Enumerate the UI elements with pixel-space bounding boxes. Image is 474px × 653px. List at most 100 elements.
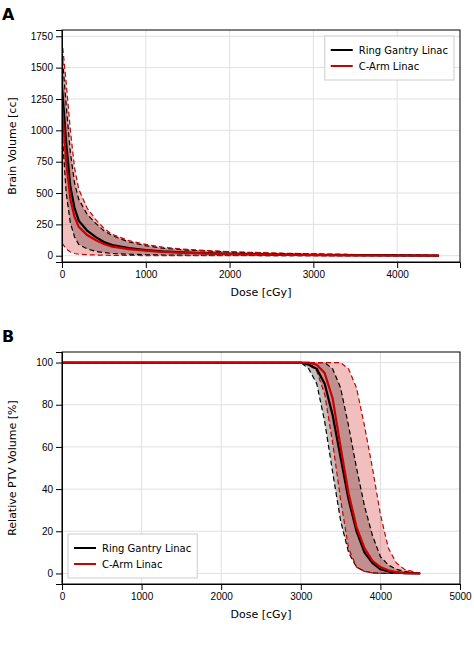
tick-mark bbox=[56, 573, 62, 574]
tick: 2000 bbox=[219, 262, 242, 280]
tick-mark bbox=[56, 68, 62, 69]
tick-label: 40 bbox=[42, 484, 54, 495]
grid-line-x bbox=[145, 30, 146, 262]
y-axis-title: Brain Volume [cc] bbox=[6, 97, 19, 194]
tick-mark bbox=[460, 584, 461, 590]
tick-mark bbox=[56, 224, 62, 225]
tick-label: 500 bbox=[36, 188, 53, 199]
tick-mark bbox=[230, 262, 231, 268]
tick-label: 4000 bbox=[370, 591, 393, 602]
tick-label: 80 bbox=[42, 399, 54, 410]
grid-line-y bbox=[62, 404, 460, 405]
tick-label: 0 bbox=[47, 250, 53, 261]
legend: Ring Gantry Linac C-Arm Linac bbox=[68, 534, 197, 578]
tick: 4000 bbox=[370, 584, 393, 602]
tick-mark bbox=[380, 584, 381, 590]
tick-mark bbox=[56, 363, 62, 364]
grid-line-x bbox=[300, 352, 301, 584]
chart-root: 0100020003000400002505007501000125015001… bbox=[0, 0, 474, 653]
legend-swatch bbox=[331, 65, 353, 67]
tick-label: 1000 bbox=[135, 269, 158, 280]
tick-label: 1750 bbox=[31, 31, 54, 42]
tick: 0 bbox=[60, 584, 66, 602]
y-axis-title: Relative PTV Volume [%] bbox=[6, 400, 19, 536]
legend-swatch bbox=[74, 563, 96, 565]
legend-box bbox=[68, 534, 197, 578]
bound-line bbox=[62, 363, 420, 574]
tick-mark bbox=[397, 262, 398, 268]
tick: 1000 bbox=[131, 584, 154, 602]
tick-label: 100 bbox=[36, 357, 53, 368]
plot-area bbox=[62, 363, 420, 574]
legend-label: Ring Gantry Linac bbox=[102, 543, 191, 554]
tick: 3000 bbox=[290, 584, 313, 602]
axis-domain bbox=[63, 263, 461, 269]
grid-line-y bbox=[62, 531, 460, 532]
tick-label: 5000 bbox=[449, 591, 472, 602]
x-axis-title: Dose [cGy] bbox=[231, 286, 292, 299]
tick: 1000 bbox=[135, 262, 158, 280]
grid bbox=[62, 352, 460, 584]
band bbox=[62, 53, 439, 256]
plot-frame bbox=[62, 30, 460, 262]
panel: 0100020003000400002505007501000125015001… bbox=[2, 5, 461, 299]
tick: 1500 bbox=[31, 62, 62, 73]
legend-label: Ring Gantry Linac bbox=[359, 45, 448, 56]
tick-label: 0 bbox=[60, 591, 66, 602]
tick: 100 bbox=[36, 357, 62, 368]
mean-line bbox=[62, 363, 420, 574]
tick: 1250 bbox=[31, 94, 62, 105]
panel-title: A bbox=[2, 5, 15, 24]
grid-line-x bbox=[229, 30, 230, 262]
grid-line-y bbox=[62, 224, 460, 225]
legend-box bbox=[325, 36, 454, 80]
y-axis: 0 20 40 60 80 100 bbox=[36, 353, 62, 585]
tick-label: 3000 bbox=[290, 591, 313, 602]
tick-label: 1250 bbox=[31, 94, 54, 105]
tick-mark bbox=[56, 36, 62, 37]
tick: 1750 bbox=[31, 31, 62, 42]
tick: 80 bbox=[42, 399, 62, 410]
legend-swatch bbox=[331, 49, 353, 51]
axis-domain bbox=[56, 31, 63, 263]
axis-domain bbox=[56, 353, 63, 585]
tick-label: 2000 bbox=[211, 591, 234, 602]
tick: 500 bbox=[36, 188, 62, 199]
legend: Ring Gantry Linac C-Arm Linac bbox=[325, 36, 454, 80]
tick-label: 0 bbox=[47, 568, 53, 579]
tick: 250 bbox=[36, 219, 62, 230]
bound-line bbox=[62, 130, 439, 255]
tick-label: 0 bbox=[60, 269, 66, 280]
tick-mark bbox=[301, 584, 302, 590]
tick: 0 bbox=[60, 262, 66, 280]
x-axis: 0 1000 2000 3000 4000 bbox=[60, 262, 461, 280]
legend-label: C-Arm Linac bbox=[102, 559, 162, 570]
tick-label: 3000 bbox=[303, 269, 326, 280]
grid-line-y bbox=[62, 446, 460, 447]
grid bbox=[62, 30, 460, 262]
tick: 5000 bbox=[449, 584, 472, 602]
tick-mark bbox=[56, 193, 62, 194]
legend-label: C-Arm Linac bbox=[359, 61, 419, 72]
grid-line-x bbox=[221, 352, 222, 584]
tick: 3000 bbox=[303, 262, 326, 280]
plot-frame bbox=[62, 352, 460, 584]
panel-title: B bbox=[2, 327, 14, 346]
tick: 0 bbox=[47, 568, 62, 579]
tick: 20 bbox=[42, 526, 62, 537]
legend-swatch bbox=[74, 547, 96, 549]
tick-mark bbox=[56, 531, 62, 532]
mean-line bbox=[62, 363, 420, 574]
x-axis-title: Dose [cGy] bbox=[231, 608, 292, 621]
y-axis: 02505007501000125015001750 bbox=[31, 31, 63, 263]
grid-line-x bbox=[313, 30, 314, 262]
tick: 4000 bbox=[387, 262, 410, 280]
tick-label: 1000 bbox=[131, 591, 154, 602]
panel: 0 1000 2000 3000 4000 5000 0 20 40 60 80 100 Dose [c… bbox=[2, 327, 472, 621]
tick-label: 2000 bbox=[219, 269, 242, 280]
bound-line bbox=[62, 363, 420, 574]
tick-label: 60 bbox=[42, 442, 54, 453]
tick-mark bbox=[56, 99, 62, 100]
x-axis: 0 1000 2000 3000 4000 5000 bbox=[60, 584, 472, 602]
tick-mark bbox=[56, 130, 62, 131]
